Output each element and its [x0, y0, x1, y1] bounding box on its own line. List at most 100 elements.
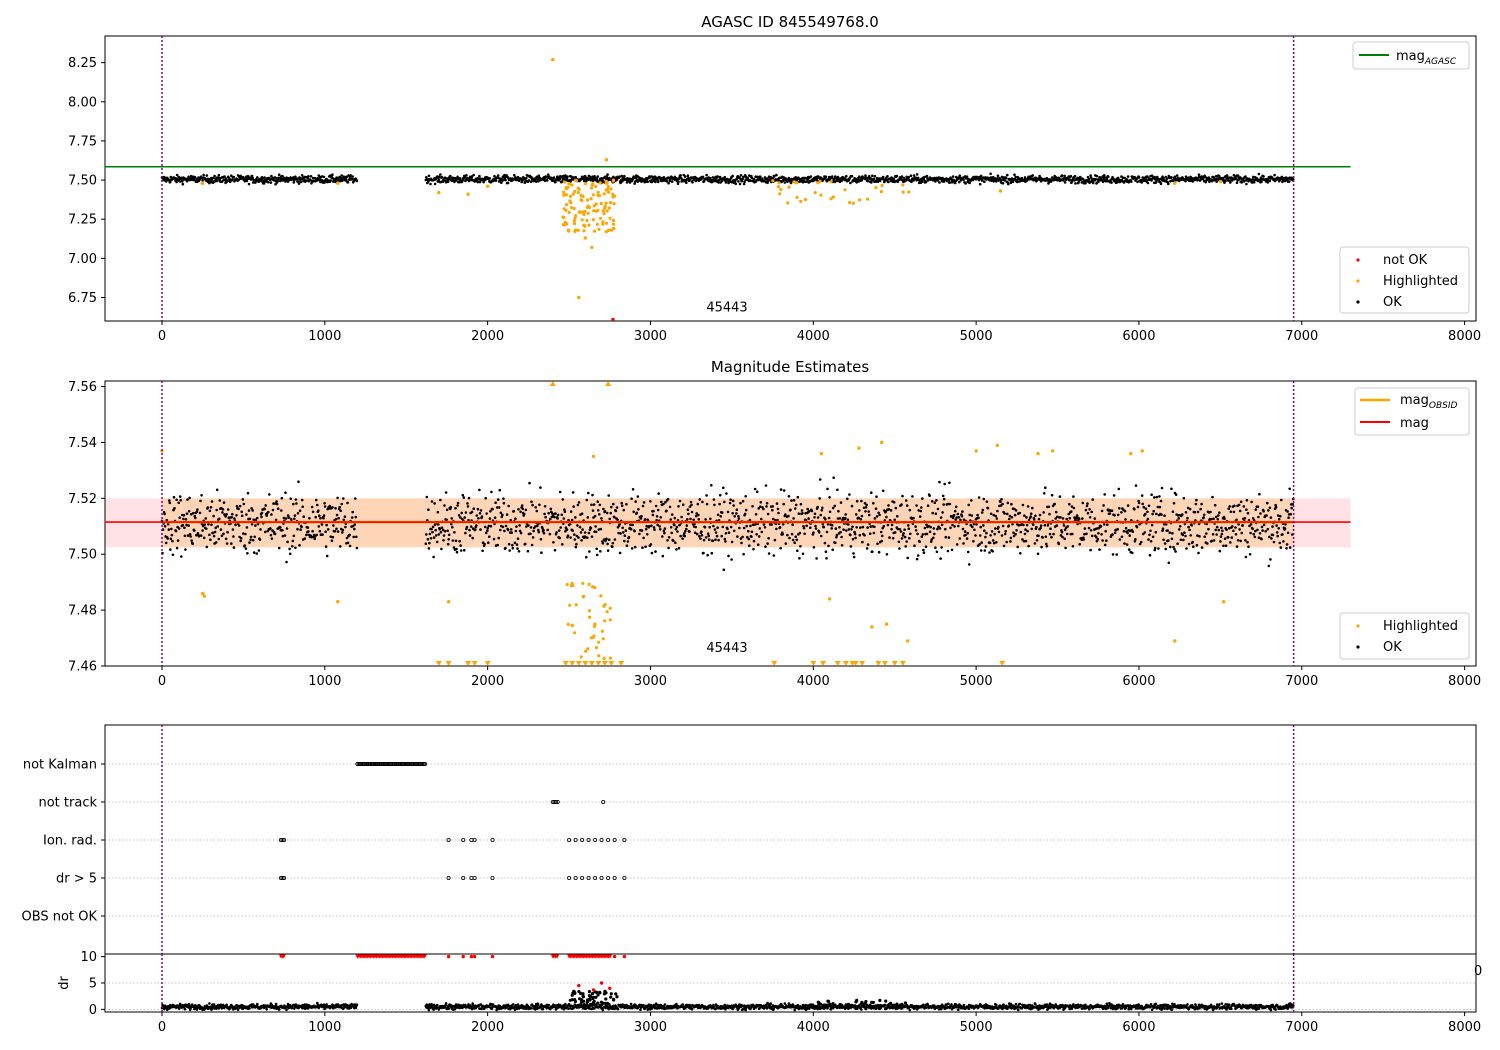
- ok-point: [566, 175, 569, 178]
- ok-point: [241, 498, 245, 501]
- ok-point: [946, 549, 950, 553]
- ok-point: [1089, 176, 1093, 179]
- highlighted-point: [572, 222, 577, 226]
- ok-point: [1289, 512, 1292, 516]
- ok-point: [1062, 524, 1066, 527]
- highlighted-point: [437, 190, 441, 195]
- ok-point: [702, 538, 706, 542]
- ok-point: [1177, 517, 1180, 520]
- ok-point: [686, 518, 689, 521]
- ok-point: [713, 503, 716, 507]
- ok-point: [1258, 492, 1261, 496]
- ok-point: [506, 181, 510, 185]
- ok-point: [472, 173, 476, 177]
- ok-point: [556, 517, 559, 520]
- ok-point: [1000, 534, 1004, 537]
- ok-point: [350, 177, 354, 181]
- ok-point: [708, 525, 711, 529]
- highlighted-point: [561, 223, 566, 227]
- highlighted-point: [589, 197, 593, 201]
- ok-point: [483, 525, 487, 529]
- ok-point: [766, 542, 769, 545]
- ok-point: [734, 182, 738, 186]
- ok-point: [1122, 529, 1126, 533]
- ok-point: [1155, 495, 1159, 499]
- ok-point: [788, 536, 791, 540]
- ok-point: [1146, 175, 1149, 178]
- ok-point: [247, 509, 251, 512]
- ok-point: [831, 548, 834, 551]
- ok-point: [710, 484, 713, 487]
- ok-point: [251, 538, 255, 542]
- ok-point: [247, 182, 251, 186]
- ok-point: [441, 180, 445, 183]
- ok-point: [234, 523, 237, 527]
- legend-ok-label: OK: [1383, 640, 1402, 655]
- ok-point: [907, 176, 911, 179]
- y-tick-label: 0: [89, 1003, 97, 1018]
- ok-point: [1031, 174, 1035, 177]
- ok-point: [938, 527, 942, 530]
- ok-point: [283, 534, 287, 537]
- ok-point: [711, 539, 715, 543]
- ok-point: [705, 502, 709, 506]
- ok-point: [323, 505, 327, 508]
- ok-point: [836, 488, 839, 492]
- ok-point: [752, 177, 756, 181]
- ok-point: [789, 181, 793, 185]
- ok-point: [707, 538, 711, 541]
- highlighted-point: [609, 201, 613, 205]
- ok-point: [753, 487, 757, 491]
- ok-point: [194, 176, 197, 179]
- ok-point: [1115, 553, 1118, 556]
- ok-point: [558, 490, 562, 494]
- ok-point: [430, 500, 434, 503]
- ok-point: [633, 545, 637, 549]
- ok-point: [183, 526, 186, 530]
- highlighted-point: [602, 656, 606, 661]
- x-tick-label: 2000: [471, 1020, 504, 1035]
- ok-point: [1150, 523, 1154, 527]
- highlighted-point: [604, 230, 608, 234]
- ok-point: [524, 508, 528, 512]
- ok-point: [824, 518, 827, 521]
- ok-point: [784, 542, 788, 545]
- ok-point: [979, 174, 983, 178]
- ok-point: [931, 511, 934, 515]
- ok-point: [1042, 511, 1045, 514]
- highlighted-point: [611, 226, 615, 231]
- ok-point: [729, 498, 732, 502]
- ok-point: [670, 531, 673, 535]
- ok-point: [1081, 517, 1084, 520]
- ok-point: [720, 534, 723, 538]
- ok-point: [475, 514, 479, 517]
- ok-point: [652, 509, 655, 513]
- ok-point: [432, 555, 435, 559]
- ok-point: [864, 510, 867, 513]
- ok-point: [1009, 181, 1013, 185]
- ok-point: [511, 543, 514, 547]
- highlighted-point: [829, 197, 833, 201]
- ok-point: [544, 515, 547, 519]
- highlighted-point: [583, 236, 587, 240]
- ok-point: [716, 513, 720, 517]
- ok-point: [885, 515, 888, 519]
- ok-point: [859, 526, 862, 529]
- y-tick-label: 7.52: [68, 492, 97, 507]
- ok-point: [985, 500, 989, 504]
- ok-point: [1102, 523, 1106, 526]
- ok-point: [723, 537, 727, 541]
- highlighted-point: [611, 218, 616, 223]
- ok-point: [296, 527, 299, 531]
- ok-point: [840, 535, 843, 539]
- ok-point: [948, 481, 951, 485]
- highlighted-point: [573, 189, 577, 194]
- highlighted-point: [998, 189, 1003, 193]
- ok-point: [875, 495, 878, 499]
- ok-point: [583, 531, 587, 534]
- ok-point: [847, 528, 851, 531]
- ok-point: [1262, 523, 1266, 527]
- ok-point: [860, 499, 863, 503]
- ok-point: [311, 510, 315, 514]
- ok-point: [1131, 551, 1134, 555]
